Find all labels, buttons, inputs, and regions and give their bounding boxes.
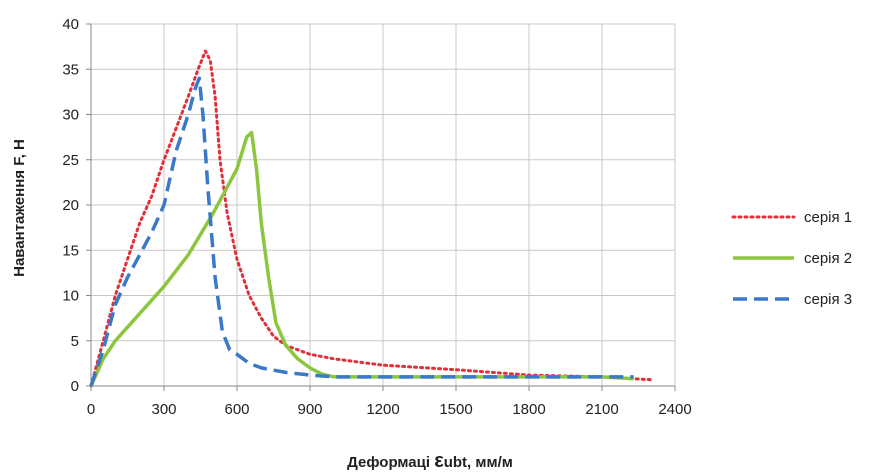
x-tick-label: 1500 <box>439 401 472 418</box>
x-tick-label: 1200 <box>366 401 399 418</box>
y-tick-label: 25 <box>62 152 79 169</box>
series-line-1 <box>89 49 653 388</box>
x-tick-label: 2100 <box>585 401 618 418</box>
x-axis-ticks: 0 300 600 900 1200 1500 1800 2100 2400 <box>87 386 692 418</box>
y-tick-label: 0 <box>71 378 79 395</box>
y-tick-label: 20 <box>62 197 79 214</box>
y-tick-label: 5 <box>71 333 79 350</box>
series-layer <box>89 49 653 388</box>
x-tick-label: 2400 <box>658 401 691 418</box>
y-tick-label: 35 <box>62 61 79 78</box>
y-tick-label: 10 <box>62 288 79 305</box>
y-tick-label: 30 <box>62 107 79 124</box>
y-tick-label: 15 <box>62 242 79 259</box>
legend: серія 1 серія 2 серія 3 <box>731 209 852 308</box>
legend-label-1: серія 1 <box>804 209 852 226</box>
y-tick-label: 40 <box>62 16 79 33</box>
x-tick-label: 600 <box>224 401 249 418</box>
legend-label-2: серія 2 <box>804 250 852 267</box>
x-tick-label: 1800 <box>512 401 545 418</box>
x-axis-title: Деформаці εubt, мм/м <box>347 450 513 472</box>
x-tick-label: 300 <box>151 401 176 418</box>
y-axis-ticks: 0 5 10 15 20 25 30 35 40 <box>62 16 91 395</box>
y-axis-title: Навантаження F, Н <box>11 139 28 277</box>
x-tick-label: 900 <box>297 401 322 418</box>
series-line-3 <box>89 76 634 387</box>
legend-label-3: серія 3 <box>804 291 852 308</box>
x-tick-label: 0 <box>87 401 95 418</box>
